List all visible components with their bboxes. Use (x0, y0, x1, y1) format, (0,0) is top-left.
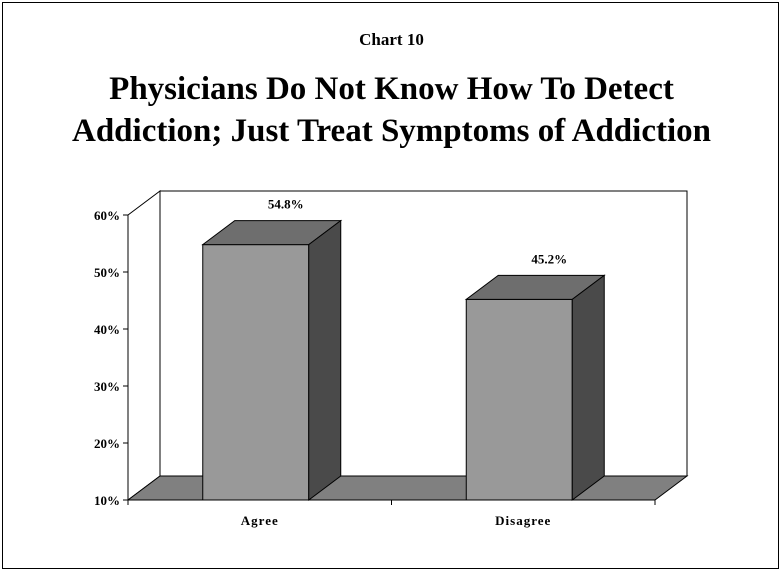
chart-title: Physicians Do Not Know How To Detect Add… (0, 68, 783, 152)
y-tick-label: 40% (94, 322, 120, 337)
chart-title-line-2: Addiction; Just Treat Symptoms of Addict… (72, 113, 711, 149)
chart-number: Chart 10 (359, 30, 424, 49)
bar-side (571, 274, 605, 501)
y-tick-label: 20% (94, 436, 120, 451)
chart-title-line-1: Physicians Do Not Know How To Detect (109, 71, 674, 107)
bar-front (465, 298, 573, 501)
y-tick-label: 10% (94, 493, 120, 508)
category-label: Agree (241, 513, 279, 528)
bar-side (308, 219, 342, 501)
bar-front (202, 244, 310, 501)
y-tick-label: 60% (94, 208, 120, 223)
category-label: Disagree (495, 513, 551, 528)
data-label: 45.2% (531, 251, 567, 266)
data-label: 54.8% (268, 197, 304, 212)
side-wall (127, 190, 161, 501)
y-tick-label: 50% (94, 265, 120, 280)
y-tick-label: 30% (94, 379, 120, 394)
